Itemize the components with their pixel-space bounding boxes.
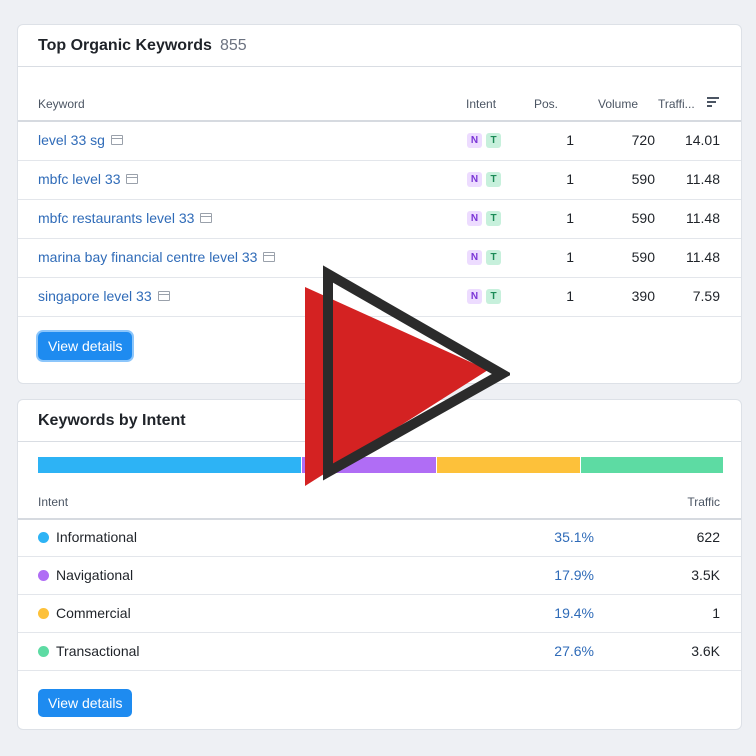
transactional-bar-segment[interactable]	[580, 457, 723, 473]
column-header-traffic[interactable]: Traffi...	[658, 97, 695, 111]
intent-traffic: 3.6K	[691, 643, 720, 659]
traffic-value: 11.48	[686, 210, 720, 226]
intent-traffic: 3.5K	[691, 567, 720, 583]
column-header-pos[interactable]: Pos.	[534, 97, 559, 111]
informational-bar-segment[interactable]	[38, 457, 302, 473]
informational-dot-icon	[38, 532, 49, 543]
serp-features-icon[interactable]	[110, 135, 123, 145]
intent-name: Informational	[56, 529, 137, 545]
position-value: 1	[566, 249, 574, 265]
table-header: Keyword Intent Pos. Volume Traffi...	[18, 91, 741, 122]
intent-badge-transactional: T	[486, 289, 501, 304]
position-value: 1	[566, 132, 574, 148]
intent-badge-navigational: N	[467, 289, 482, 304]
intent-percentage-link[interactable]: 17.9%	[554, 567, 594, 583]
traffic-value: 7.59	[692, 288, 720, 304]
column-header-keyword[interactable]: Keyword	[38, 97, 85, 111]
keyword-link[interactable]: level 33 sg	[38, 132, 123, 148]
table-header: Intent Traffic	[18, 492, 741, 520]
traffic-value: 11.48	[686, 249, 720, 265]
intent-badge-transactional: T	[486, 250, 501, 265]
commercial-dot-icon	[38, 608, 49, 619]
intent-percentage-link[interactable]: 35.1%	[554, 529, 594, 545]
volume-value: 590	[631, 249, 655, 265]
intent-percentage-link[interactable]: 19.4%	[554, 605, 594, 621]
intent-table: Informational 35.1% 622 Navigational 17.…	[18, 519, 741, 671]
navigational-dot-icon	[38, 570, 49, 581]
column-header-traffic: Traffic	[687, 495, 720, 509]
volume-value: 590	[631, 171, 655, 187]
play-icon[interactable]	[300, 262, 510, 492]
serp-features-icon[interactable]	[157, 291, 170, 301]
play-triangle-outline	[323, 265, 510, 481]
intent-badge-navigational: N	[467, 172, 482, 187]
intent-distribution-bar	[38, 457, 723, 473]
intent-badge-navigational: N	[467, 211, 482, 226]
traffic-value: 11.48	[686, 171, 720, 187]
volume-value: 390	[631, 288, 655, 304]
volume-value: 590	[631, 210, 655, 226]
table-row[interactable]: Commercial 19.4% 1	[18, 595, 741, 633]
card-title: Keywords by Intent	[38, 411, 186, 429]
keyword-link[interactable]: mbfc level 33	[38, 171, 139, 187]
transactional-dot-icon	[38, 646, 49, 657]
commercial-bar-segment[interactable]	[436, 457, 581, 473]
table-row[interactable]: Informational 35.1% 622	[18, 519, 741, 557]
card-title: Top Organic Keywords	[38, 36, 212, 54]
view-details-button[interactable]: View details	[38, 689, 133, 717]
intent-name: Commercial	[56, 605, 131, 621]
serp-features-icon[interactable]	[126, 174, 139, 184]
intent-badge-transactional: T	[486, 211, 501, 226]
keyword-link[interactable]: mbfc restaurants level 33	[38, 210, 213, 226]
volume-value: 720	[631, 132, 655, 148]
keyword-link[interactable]: marina bay financial centre level 33	[38, 249, 276, 265]
intent-percentage-link[interactable]: 27.6%	[554, 643, 594, 659]
intent-traffic: 622	[696, 529, 720, 545]
play-triangle-red	[305, 287, 488, 486]
serp-features-icon[interactable]	[263, 252, 276, 262]
keyword-link[interactable]: singapore level 33	[38, 288, 170, 304]
sort-icon[interactable]	[707, 97, 719, 107]
intent-badge-navigational: N	[467, 250, 482, 265]
table-row[interactable]: Transactional 27.6% 3.6K	[18, 633, 741, 671]
column-header-intent: Intent	[38, 495, 69, 509]
serp-features-icon[interactable]	[200, 213, 213, 223]
column-header-volume[interactable]: Volume	[598, 97, 639, 111]
keywords-table: Keyword Intent Pos. Volume Traffi... lev…	[18, 91, 741, 317]
position-value: 1	[566, 171, 574, 187]
intent-traffic: 1	[712, 605, 720, 621]
position-value: 1	[566, 288, 574, 304]
intent-badge-navigational: N	[467, 133, 482, 148]
card-header: Top Organic Keywords 855	[18, 25, 741, 67]
keyword-count: 855	[219, 36, 247, 54]
intent-name: Navigational	[56, 567, 134, 583]
column-header-intent[interactable]: Intent	[466, 97, 497, 111]
intent-badge-transactional: T	[486, 172, 501, 187]
table-row[interactable]: Navigational 17.9% 3.5K	[18, 557, 741, 595]
traffic-value: 14.01	[684, 132, 720, 148]
position-value: 1	[566, 210, 574, 226]
intent-name: Transactional	[56, 643, 140, 659]
intent-badge-transactional: T	[486, 133, 501, 148]
view-details-button[interactable]: View details	[38, 332, 133, 360]
